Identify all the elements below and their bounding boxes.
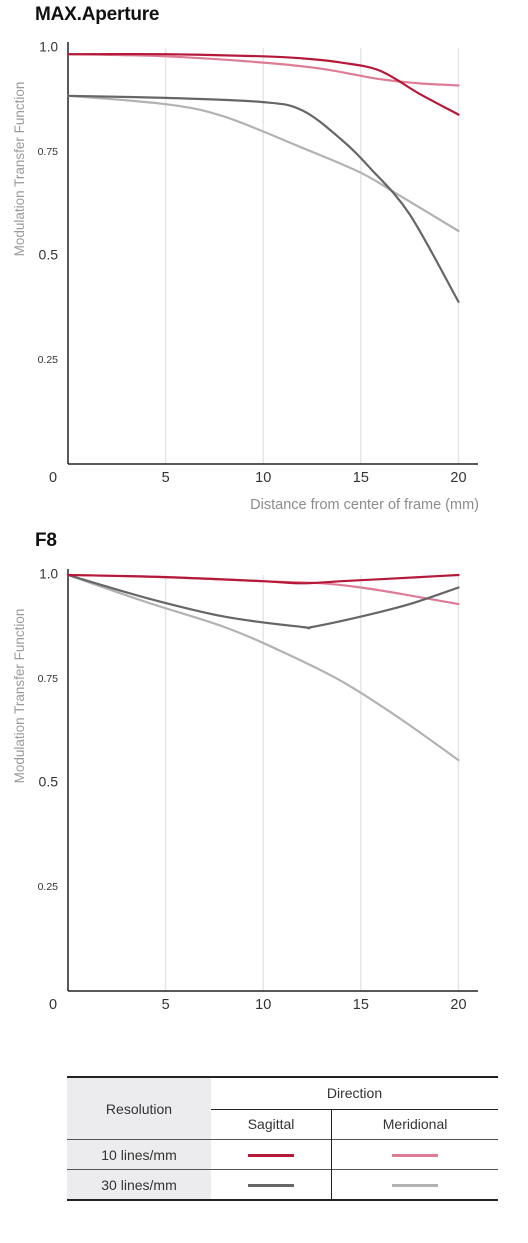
legend-swatch-meridional-30 bbox=[392, 1184, 439, 1188]
x-tick-label: 10 bbox=[255, 470, 271, 486]
x-tick-label: 20 bbox=[450, 470, 466, 486]
legend-sagittal-header: Sagittal bbox=[247, 1116, 295, 1133]
y-axis-label: Modulation Transfer Function bbox=[12, 82, 27, 257]
x-tick-label: 20 bbox=[450, 997, 466, 1013]
mtf-chart-f8: 1.0 0.75 0.5 0.25 0 5 10 15 20 Modulation Transfe… bbox=[12, 567, 478, 1013]
legend-swatch-cell-sagittal-30 bbox=[211, 1169, 332, 1201]
series-line-s10 bbox=[66, 573, 460, 585]
y-tick-label: 0.25 bbox=[38, 354, 59, 366]
y-tick-label: 0.5 bbox=[39, 774, 59, 790]
legend-row-label-10: 10 lines/mm bbox=[67, 1139, 211, 1170]
legend-swatch-cell-meridional-10 bbox=[331, 1139, 498, 1170]
legend-swatch-cell-sagittal-10 bbox=[211, 1139, 332, 1170]
series-line-s30 bbox=[66, 94, 460, 303]
legend-direction-header: Direction bbox=[211, 1076, 498, 1110]
x-tick-label: 5 bbox=[162, 997, 170, 1013]
x-tick-label: 5 bbox=[162, 470, 170, 486]
chart-title-f8: F8 bbox=[35, 530, 57, 551]
x-tick-label: 15 bbox=[353, 997, 369, 1013]
y-tick-label: 0.5 bbox=[39, 247, 59, 263]
y-tick-label: 0.25 bbox=[38, 881, 59, 893]
legend-resolution-header: Resolution bbox=[67, 1076, 211, 1140]
mtf-chart-max-aperture: 1.0 0.75 0.5 0.25 0 5 10 15 20 Modulation Transfe… bbox=[12, 40, 479, 513]
legend-swatch-meridional-10 bbox=[392, 1154, 439, 1158]
series-line-s30 bbox=[66, 573, 460, 630]
x-axis-label: Distance from center of frame (mm) bbox=[250, 497, 479, 513]
y-tick-label: 0.75 bbox=[38, 146, 59, 158]
y-tick-label: 1.0 bbox=[39, 40, 58, 55]
series-line-m30 bbox=[66, 573, 460, 762]
legend-meridional-header: Meridional bbox=[331, 1109, 498, 1140]
x-tick-label: 0 bbox=[49, 997, 57, 1013]
legend-row-label-30: 30 lines/mm bbox=[67, 1169, 211, 1201]
chart-title-max-aperture: MAX.Aperture bbox=[35, 4, 160, 25]
legend-swatch-cell-meridional-30 bbox=[331, 1169, 498, 1201]
legend-swatch-sagittal-30 bbox=[248, 1184, 295, 1188]
series-line-s10 bbox=[66, 52, 460, 116]
legend-swatch-sagittal-10 bbox=[248, 1154, 295, 1158]
y-tick-label: 0.75 bbox=[38, 673, 59, 685]
x-tick-label: 10 bbox=[255, 997, 271, 1013]
series-line-m10 bbox=[66, 53, 460, 87]
y-axis-label: Modulation Transfer Function bbox=[12, 609, 27, 784]
y-tick-label: 1.0 bbox=[39, 567, 58, 582]
series-line-m30 bbox=[66, 94, 460, 233]
x-tick-label: 0 bbox=[49, 470, 57, 486]
x-tick-label: 15 bbox=[353, 470, 369, 486]
legend-table: Resolution Direction Sagittal Meridional… bbox=[67, 1076, 498, 1201]
